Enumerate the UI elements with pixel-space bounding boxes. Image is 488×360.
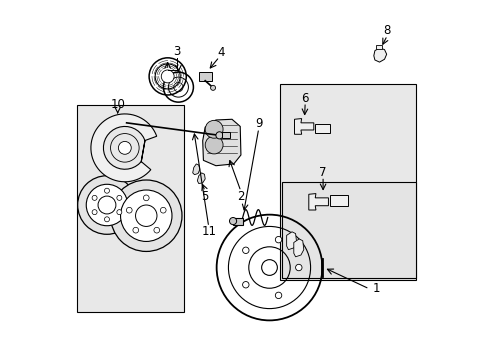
Circle shape: [242, 282, 248, 288]
Circle shape: [86, 184, 127, 226]
Bar: [77, 105, 183, 312]
Circle shape: [98, 196, 116, 214]
Text: 7: 7: [319, 166, 326, 179]
Text: 3: 3: [173, 45, 180, 58]
Polygon shape: [192, 164, 200, 175]
Polygon shape: [315, 123, 329, 133]
Polygon shape: [294, 118, 313, 134]
Bar: [280, 84, 415, 280]
Text: 1: 1: [372, 283, 380, 296]
Circle shape: [117, 195, 122, 201]
Bar: [198, 72, 211, 81]
Circle shape: [92, 210, 97, 215]
Circle shape: [78, 176, 136, 234]
Text: 10: 10: [110, 99, 125, 112]
Circle shape: [261, 260, 277, 275]
Circle shape: [275, 237, 281, 243]
Polygon shape: [308, 194, 328, 210]
Circle shape: [118, 141, 131, 154]
Circle shape: [154, 227, 159, 233]
Circle shape: [205, 136, 223, 154]
Circle shape: [173, 82, 183, 92]
Text: 8: 8: [383, 24, 390, 37]
Circle shape: [160, 207, 166, 213]
Polygon shape: [293, 239, 303, 257]
Polygon shape: [91, 114, 156, 182]
Circle shape: [133, 227, 138, 233]
Polygon shape: [329, 195, 347, 206]
Text: 4: 4: [217, 46, 224, 59]
Polygon shape: [197, 173, 205, 184]
Circle shape: [229, 217, 236, 225]
Bar: [222, 132, 230, 138]
Circle shape: [126, 207, 132, 213]
Polygon shape: [286, 232, 296, 249]
Text: 2: 2: [237, 190, 244, 203]
Bar: [233, 217, 243, 225]
Circle shape: [295, 264, 302, 271]
Circle shape: [104, 188, 109, 193]
Circle shape: [205, 120, 223, 138]
Bar: [375, 45, 382, 49]
Circle shape: [135, 205, 157, 226]
Polygon shape: [373, 48, 386, 62]
Circle shape: [216, 132, 223, 139]
Text: 5: 5: [201, 190, 208, 203]
Text: 9: 9: [255, 117, 262, 130]
Circle shape: [143, 195, 149, 201]
Circle shape: [210, 85, 215, 90]
Circle shape: [104, 217, 109, 222]
Text: 11: 11: [201, 225, 216, 238]
Circle shape: [275, 292, 281, 298]
Circle shape: [117, 210, 122, 215]
Circle shape: [110, 180, 182, 251]
Text: 6: 6: [301, 92, 308, 105]
Circle shape: [92, 195, 97, 201]
Polygon shape: [203, 119, 241, 166]
Circle shape: [161, 70, 174, 83]
Circle shape: [121, 190, 172, 242]
Circle shape: [242, 247, 248, 253]
Bar: [282, 182, 415, 278]
